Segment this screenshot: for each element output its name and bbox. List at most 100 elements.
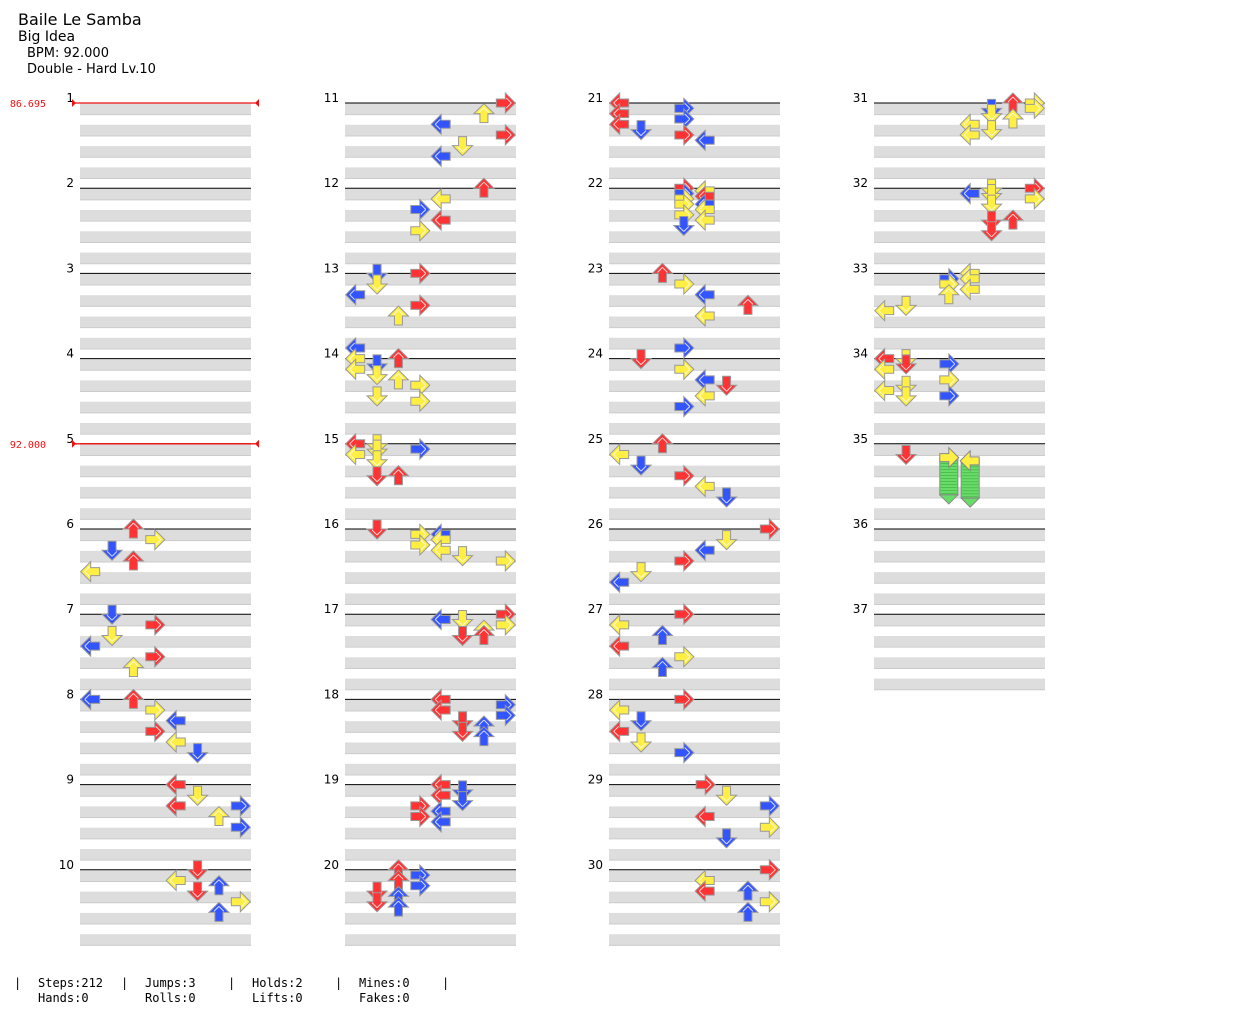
lane-stripe xyxy=(80,252,251,264)
left-arrow-icon xyxy=(959,449,980,473)
left-arrow-icon xyxy=(344,443,366,466)
arrow-highlight xyxy=(900,455,912,461)
lane-stripe xyxy=(345,721,516,733)
arrow-highlight xyxy=(393,890,404,896)
measure-number: 25 xyxy=(588,432,603,446)
lane-stripe xyxy=(609,210,780,222)
arrow-body xyxy=(695,773,716,796)
up-arrow-icon xyxy=(207,901,231,922)
lane-stripe xyxy=(609,359,780,371)
measure-number: 21 xyxy=(588,91,603,105)
left-arrow-icon xyxy=(694,879,715,903)
lane-stripe xyxy=(345,146,516,158)
lane-stripe xyxy=(345,614,516,626)
right-arrow-icon xyxy=(674,741,695,764)
arrow-body xyxy=(715,828,738,849)
lane-stripe xyxy=(80,614,251,626)
measure-number: 32 xyxy=(853,176,868,190)
arrow-body xyxy=(674,602,695,626)
arrow-body xyxy=(410,389,431,413)
measure-number: 19 xyxy=(324,773,339,787)
measure-number: 3 xyxy=(66,261,74,275)
lane-stripe xyxy=(609,912,780,925)
arrow-body xyxy=(145,645,166,669)
down-arrow-icon xyxy=(980,120,1003,141)
arrow-body xyxy=(365,466,389,487)
arrow-body xyxy=(736,294,760,315)
measure-number: 11 xyxy=(324,91,339,105)
arrow-body xyxy=(694,129,715,152)
arrow-body xyxy=(759,794,781,818)
arrow-body xyxy=(365,263,389,285)
lane-stripe xyxy=(874,614,1045,626)
song-header: Baile Le Samba Big Idea BPM: 92.000 Doub… xyxy=(18,10,156,77)
arrow-body xyxy=(100,626,124,647)
arrow-highlight xyxy=(84,694,91,705)
arrow-highlight xyxy=(434,150,441,162)
right-arrow-icon xyxy=(495,613,517,637)
measure-12: 12 xyxy=(324,176,516,265)
arrow-body xyxy=(894,354,918,375)
right-arrow-icon xyxy=(674,645,695,669)
arrow-body xyxy=(629,349,653,370)
arrow-body xyxy=(495,123,517,147)
lane-stripe xyxy=(874,359,1045,371)
left-arrow-icon xyxy=(344,283,366,306)
lane-stripe xyxy=(345,699,516,712)
lane-stripe xyxy=(345,423,516,435)
arrow-body xyxy=(715,785,738,806)
arrow-body xyxy=(495,91,517,115)
left-arrow-icon xyxy=(430,810,451,834)
arrow-body xyxy=(122,688,145,709)
right-arrow-icon xyxy=(145,698,166,722)
right-arrow-icon xyxy=(230,794,252,818)
measure-2: 2 xyxy=(66,176,251,265)
lane-stripe xyxy=(609,423,780,435)
arrow-highlight xyxy=(684,651,691,663)
lane-stripe xyxy=(80,316,251,328)
arrow-body xyxy=(674,123,695,147)
down-arrow-icon xyxy=(980,221,1003,242)
arrow-body xyxy=(608,634,630,658)
right-arrow-icon xyxy=(410,294,431,317)
stat-hands: Hands:0 xyxy=(38,991,89,1005)
arrow-highlight xyxy=(769,821,776,833)
left-arrow-icon xyxy=(873,379,895,402)
lane-stripe xyxy=(80,763,251,775)
arrow-body xyxy=(980,184,1003,205)
up-arrow-icon xyxy=(387,465,410,486)
measure-number: 26 xyxy=(588,517,603,531)
arrow-highlight xyxy=(900,396,912,403)
arrow-highlight xyxy=(371,476,383,483)
arrow-body xyxy=(430,698,451,722)
down-arrow-icon xyxy=(100,604,124,625)
lane-stripe xyxy=(345,295,516,307)
arrow-highlight xyxy=(698,811,705,822)
arrow-highlight xyxy=(986,231,997,238)
right-arrow-icon xyxy=(674,464,695,487)
arrow-highlight xyxy=(349,289,356,301)
bpm-label: BPM: 92.000 xyxy=(27,45,109,61)
arrow-highlight xyxy=(635,742,647,749)
arrow-body xyxy=(629,732,653,753)
arrow-body xyxy=(608,698,630,722)
down-arrow-icon xyxy=(186,860,209,881)
up-arrow-icon xyxy=(207,805,231,827)
lane-stripe xyxy=(609,593,780,605)
arrow-body xyxy=(186,881,209,902)
right-arrow-icon xyxy=(495,123,517,147)
arrow-highlight xyxy=(393,874,404,880)
right-arrow-icon xyxy=(674,602,695,626)
left-arrow-icon xyxy=(430,539,451,562)
arrow-highlight xyxy=(684,694,691,705)
arrow-highlight xyxy=(1007,112,1019,119)
right-arrow-icon xyxy=(759,794,781,818)
arrow-highlight xyxy=(900,305,912,312)
lane-stripe xyxy=(874,167,1045,179)
down-arrow-icon xyxy=(629,455,653,476)
arrow-body xyxy=(715,530,738,551)
arrow-body xyxy=(939,384,960,408)
left-arrow-icon xyxy=(430,113,451,136)
left-arrow-icon xyxy=(694,539,715,562)
arrow-body xyxy=(410,533,431,557)
